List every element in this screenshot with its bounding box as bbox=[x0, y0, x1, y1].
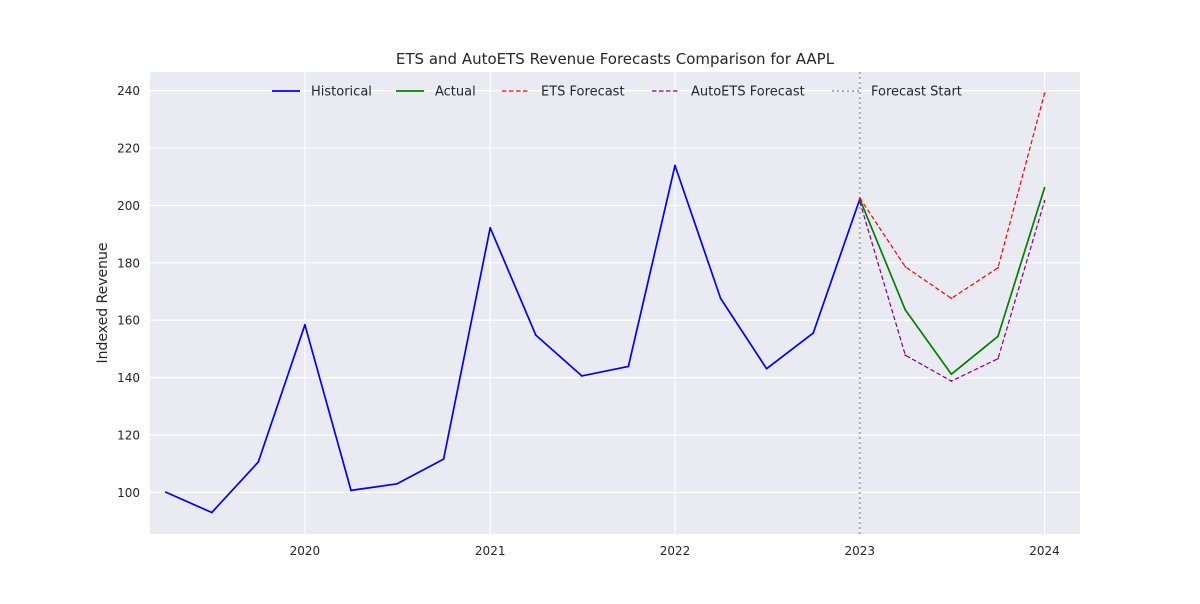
historical-data-point bbox=[489, 226, 492, 229]
series-lines bbox=[164, 92, 1046, 514]
historical-data-point bbox=[210, 511, 213, 514]
historical-data-point bbox=[396, 482, 398, 485]
grid-lines bbox=[150, 72, 1080, 534]
plot-area bbox=[150, 72, 1080, 534]
actual-data-point bbox=[997, 335, 999, 338]
historical-data-point bbox=[304, 323, 306, 326]
actual-data-point bbox=[904, 308, 907, 311]
ets-forecast-series-line bbox=[859, 93, 1046, 299]
historical-data-point bbox=[812, 332, 815, 335]
y-tick-label: 200 bbox=[117, 199, 140, 213]
y-tick-label: 140 bbox=[117, 371, 140, 385]
legend-label-ets-forecast: ETS Forecast bbox=[541, 85, 625, 100]
historical-data-point bbox=[674, 164, 676, 167]
historical-data-point bbox=[719, 297, 722, 300]
ets-forecast-data-point bbox=[904, 265, 907, 268]
historical-series-line bbox=[165, 164, 861, 514]
legend-label-autoets-forecast: AutoETS Forecast bbox=[691, 85, 805, 100]
x-tick-label: 2024 bbox=[1029, 544, 1060, 558]
legend-label-forecast-start: Forecast Start bbox=[871, 85, 962, 100]
x-tick-label: 2020 bbox=[290, 544, 321, 558]
historical-data-point bbox=[164, 491, 167, 494]
autoets-forecast-data-point bbox=[858, 200, 861, 203]
ets-forecast-data-point bbox=[858, 197, 861, 199]
x-axis-ticks: 2020 2021 2022 2023 2024 bbox=[290, 544, 1060, 558]
historical-data-point bbox=[534, 334, 537, 337]
historical-data-point bbox=[350, 489, 352, 492]
ets-forecast-data-point bbox=[997, 266, 999, 269]
x-tick-label: 2022 bbox=[660, 544, 691, 558]
y-tick-label: 100 bbox=[117, 486, 140, 500]
y-tick-label: 180 bbox=[117, 256, 140, 270]
legend: Historical Actual ETS Forecast AutoETS Fore… bbox=[272, 85, 962, 100]
y-axis-ticks: 100 120 140 160 180 200 220 240 bbox=[117, 84, 140, 500]
chart-title: ETS and AutoETS Revenue Forecasts Compar… bbox=[396, 50, 835, 68]
actual-data-point bbox=[950, 373, 953, 376]
historical-data-point bbox=[627, 365, 630, 368]
x-tick-label: 2021 bbox=[475, 544, 506, 558]
y-tick-label: 240 bbox=[117, 84, 140, 98]
autoets-forecast-data-point bbox=[904, 354, 907, 357]
y-axis-label: Indexed Revenue bbox=[95, 242, 111, 363]
ets-forecast-data-point bbox=[1043, 92, 1046, 95]
legend-label-actual: Actual bbox=[435, 85, 476, 100]
historical-data-point bbox=[765, 367, 768, 370]
autoets-forecast-data-point bbox=[950, 380, 953, 382]
ets-forecast-data-point bbox=[950, 297, 953, 300]
autoets-forecast-data-point bbox=[1043, 199, 1046, 202]
historical-data-point bbox=[257, 461, 260, 463]
autoets-forecast-data-point bbox=[997, 357, 999, 360]
y-tick-label: 120 bbox=[117, 429, 140, 443]
historical-data-point bbox=[580, 374, 583, 377]
y-tick-label: 220 bbox=[117, 142, 140, 156]
legend-label-historical: Historical bbox=[311, 85, 372, 100]
actual-data-point bbox=[1043, 186, 1046, 189]
historical-data-point bbox=[442, 458, 445, 461]
x-tick-label: 2023 bbox=[845, 544, 876, 558]
y-tick-label: 160 bbox=[117, 314, 140, 328]
